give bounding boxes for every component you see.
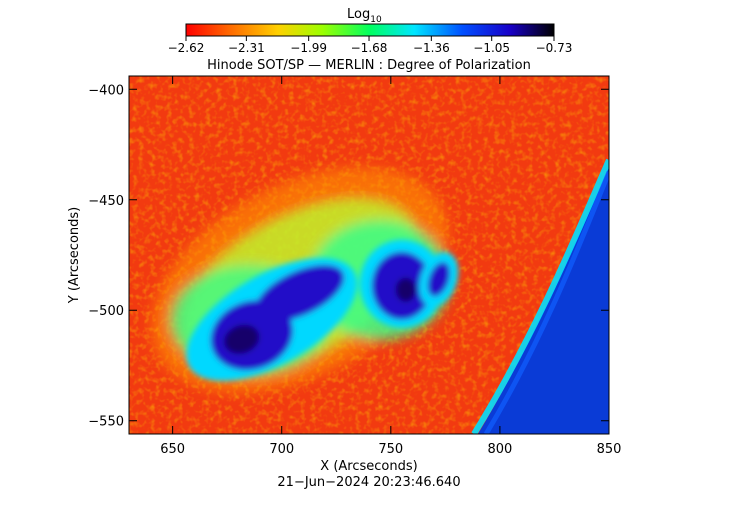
sunspot-core [395, 277, 416, 302]
sunspot-core [224, 324, 260, 354]
timestamp: 21−Jun−2024 20:23:46.640 [277, 475, 460, 490]
colorbar-tick-label: −1.05 [473, 41, 510, 55]
colorbar-tick-label: −1.68 [351, 41, 388, 55]
colorbar-tick-label: −0.73 [536, 41, 573, 55]
colorbar-tick-label: −2.62 [168, 41, 205, 55]
colorbar-ticks: −2.62 −2.31 −1.99 −1.68 −1.36 −1.05 −0.73 [168, 36, 573, 55]
x-tick-label: 800 [487, 442, 512, 457]
colorbar-tick-label: −1.99 [290, 41, 327, 55]
polarization-map [129, 76, 609, 434]
colorbar-tick-label: −2.31 [228, 41, 265, 55]
y-tick-label: −400 [88, 83, 124, 98]
limb-edge [471, 158, 609, 434]
y-tick-label: −500 [88, 304, 124, 319]
x-axis-label: X (Arcseconds) [320, 459, 417, 474]
chart-title: Hinode SOT/SP — MERLIN : Degree of Polar… [207, 58, 531, 73]
colorbar-gradient [185, 23, 555, 37]
y-axis-label: Y (Arcseconds) [67, 207, 82, 304]
y-tick-label: −450 [88, 194, 124, 209]
x-tick-label: 750 [378, 442, 403, 457]
y-tick-label: −550 [88, 415, 124, 430]
x-tick-label: 850 [597, 442, 622, 457]
pore-umbra [427, 262, 451, 297]
sunspot-umbra [255, 264, 345, 322]
limb-region [478, 166, 609, 434]
axes: 650 700 750 800 850 −400 −450 −500 −550 [88, 76, 621, 457]
plot-frame [128, 75, 610, 435]
x-tick-label: 650 [160, 442, 185, 457]
colorbar: Log10 −2.62 −2.31 −1.99 −1.68 −1.36 −1.05 −0.7… [168, 7, 573, 55]
x-tick-label: 700 [269, 442, 294, 457]
colorbar-title: Log10 [347, 7, 382, 25]
colorbar-tick-label: −1.36 [413, 41, 450, 55]
